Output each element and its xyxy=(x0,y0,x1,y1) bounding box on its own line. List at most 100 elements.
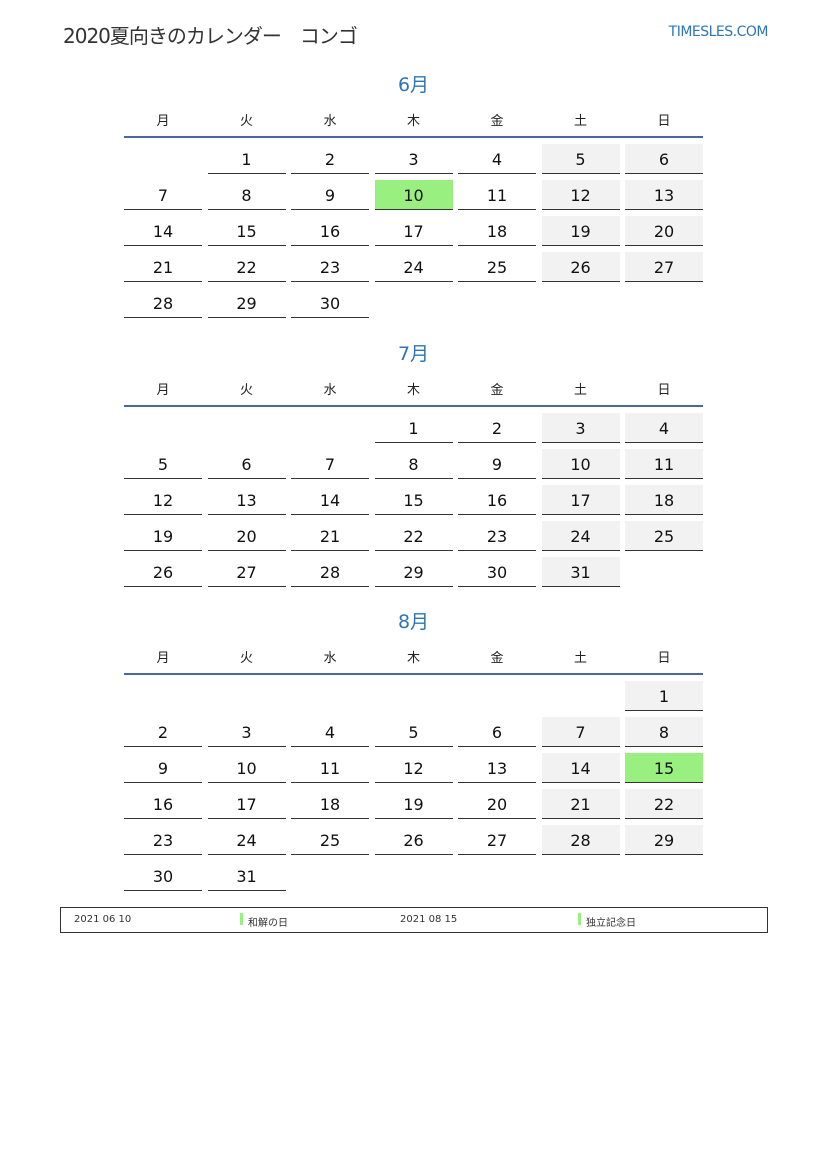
day-cell[interactable]: 19 xyxy=(374,789,453,819)
day-cell[interactable]: 12 xyxy=(124,485,202,515)
holiday-color-marker xyxy=(240,913,243,925)
day-cell[interactable]: 17 xyxy=(541,485,620,515)
day-cell[interactable]: 5 xyxy=(124,449,202,479)
day-cell[interactable]: 7 xyxy=(124,180,202,210)
day-cell[interactable]: 4 xyxy=(458,144,536,174)
weekday-header: 金 xyxy=(490,383,504,398)
day-cell[interactable]: 24 xyxy=(541,521,620,551)
day-cell[interactable]: 28 xyxy=(124,288,202,318)
day-cell[interactable]: 11 xyxy=(625,449,703,479)
day-cell[interactable]: 13 xyxy=(207,485,286,515)
day-cell[interactable]: 31 xyxy=(207,861,286,891)
day-cell[interactable]: 26 xyxy=(374,825,453,855)
weekday-header: 火 xyxy=(239,114,253,129)
day-cell[interactable]: 21 xyxy=(124,252,202,282)
day-cell[interactable]: 13 xyxy=(625,180,703,210)
day-cell[interactable]: 23 xyxy=(291,252,369,282)
day-cell[interactable]: 27 xyxy=(207,557,286,587)
day-cell[interactable]: 5 xyxy=(541,144,620,174)
day-cell[interactable]: 8 xyxy=(207,180,286,210)
day-cell[interactable]: 28 xyxy=(541,825,620,855)
day-cell[interactable]: 29 xyxy=(207,288,286,318)
day-cell[interactable]: 14 xyxy=(541,753,620,783)
day-cell[interactable]: 10 xyxy=(374,180,453,210)
day-cell[interactable]: 30 xyxy=(291,288,369,318)
day-cell[interactable]: 9 xyxy=(458,449,536,479)
day-cell[interactable]: 14 xyxy=(291,485,369,515)
day-cell[interactable]: 25 xyxy=(458,252,536,282)
day-cell[interactable]: 3 xyxy=(541,413,620,443)
day-cell[interactable]: 17 xyxy=(207,789,286,819)
day-cell[interactable]: 22 xyxy=(374,521,453,551)
day-cell[interactable]: 22 xyxy=(207,252,286,282)
day-cell[interactable]: 2 xyxy=(291,144,369,174)
day-cell[interactable]: 26 xyxy=(541,252,620,282)
day-cell[interactable]: 8 xyxy=(374,449,453,479)
day-cell[interactable]: 21 xyxy=(541,789,620,819)
day-cell[interactable]: 8 xyxy=(625,717,703,747)
day-cell[interactable]: 19 xyxy=(541,216,620,246)
day-cell[interactable]: 22 xyxy=(625,789,703,819)
site-link[interactable]: TIMESLES.COM xyxy=(668,24,769,40)
day-cell[interactable]: 16 xyxy=(458,485,536,515)
weekday-header: 月 xyxy=(156,114,170,129)
day-cell[interactable]: 6 xyxy=(458,717,536,747)
day-cell[interactable]: 20 xyxy=(625,216,703,246)
day-cell[interactable]: 3 xyxy=(374,144,453,174)
day-cell[interactable]: 23 xyxy=(458,521,536,551)
day-cell[interactable]: 29 xyxy=(625,825,703,855)
day-cell[interactable]: 1 xyxy=(374,413,453,443)
day-cell[interactable]: 19 xyxy=(124,521,202,551)
day-cell[interactable]: 25 xyxy=(291,825,369,855)
day-cell[interactable]: 6 xyxy=(625,144,703,174)
day-cell[interactable]: 25 xyxy=(625,521,703,551)
day-cell[interactable]: 4 xyxy=(291,717,369,747)
day-cell[interactable]: 2 xyxy=(458,413,536,443)
day-cell[interactable]: 16 xyxy=(291,216,369,246)
day-cell[interactable]: 11 xyxy=(291,753,369,783)
day-cell[interactable]: 18 xyxy=(625,485,703,515)
day-cell[interactable]: 30 xyxy=(458,557,536,587)
day-cell[interactable]: 13 xyxy=(458,753,536,783)
day-cell[interactable]: 24 xyxy=(207,825,286,855)
day-cell[interactable]: 5 xyxy=(374,717,453,747)
day-cell[interactable]: 31 xyxy=(541,557,620,587)
day-cell[interactable]: 18 xyxy=(458,216,536,246)
day-cell[interactable]: 17 xyxy=(374,216,453,246)
day-cell[interactable]: 27 xyxy=(625,252,703,282)
day-cell[interactable]: 29 xyxy=(374,557,453,587)
day-cell[interactable]: 7 xyxy=(541,717,620,747)
day-cell[interactable]: 26 xyxy=(124,557,202,587)
day-cell[interactable]: 7 xyxy=(291,449,369,479)
day-cell[interactable]: 15 xyxy=(625,753,703,783)
legend-holiday-name: 独立記念日 xyxy=(586,918,636,929)
day-cell[interactable]: 24 xyxy=(374,252,453,282)
day-cell[interactable]: 3 xyxy=(207,717,286,747)
day-cell[interactable]: 28 xyxy=(291,557,369,587)
day-cell[interactable]: 21 xyxy=(291,521,369,551)
day-cell[interactable]: 23 xyxy=(124,825,202,855)
day-cell[interactable]: 20 xyxy=(207,521,286,551)
day-cell[interactable]: 1 xyxy=(625,681,703,711)
day-cell[interactable]: 10 xyxy=(207,753,286,783)
day-cell[interactable]: 30 xyxy=(124,861,202,891)
day-cell[interactable]: 9 xyxy=(124,753,202,783)
day-cell[interactable]: 20 xyxy=(458,789,536,819)
day-cell[interactable]: 18 xyxy=(291,789,369,819)
day-cell[interactable]: 11 xyxy=(458,180,536,210)
day-cell[interactable]: 14 xyxy=(124,216,202,246)
day-cell[interactable]: 1 xyxy=(207,144,286,174)
day-cell[interactable]: 15 xyxy=(207,216,286,246)
day-cell[interactable]: 2 xyxy=(124,717,202,747)
day-cell[interactable]: 16 xyxy=(124,789,202,819)
weekday-header: 火 xyxy=(239,651,253,666)
day-cell[interactable]: 10 xyxy=(541,449,620,479)
day-cell[interactable]: 12 xyxy=(374,753,453,783)
day-cell[interactable]: 15 xyxy=(374,485,453,515)
day-cell[interactable]: 27 xyxy=(458,825,536,855)
day-cell[interactable]: 9 xyxy=(291,180,369,210)
day-cell[interactable]: 4 xyxy=(625,413,703,443)
day-cell[interactable]: 12 xyxy=(541,180,620,210)
day-cell[interactable]: 6 xyxy=(207,449,286,479)
